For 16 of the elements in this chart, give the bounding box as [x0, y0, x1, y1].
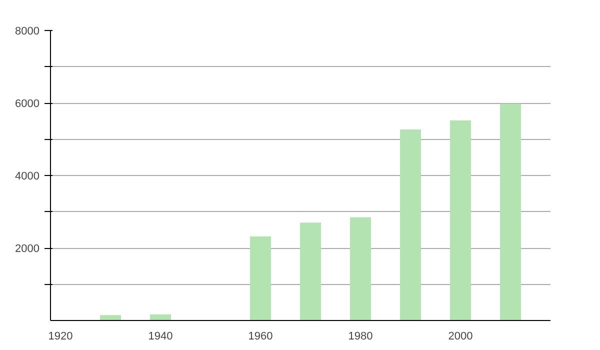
bar [500, 104, 521, 320]
y-tick-label: 6000 [15, 98, 40, 110]
x-tick-label: 2000 [448, 330, 473, 342]
bar [300, 222, 321, 320]
y-tick-label: 2000 [15, 243, 40, 255]
x-tick-label: 1980 [348, 330, 373, 342]
bar [250, 236, 271, 320]
x-tick-label: 1920 [48, 330, 73, 342]
x-tick-label: 1960 [248, 330, 273, 342]
bar [100, 315, 121, 320]
bar [400, 129, 421, 320]
y-tick-label: 8000 [15, 26, 40, 38]
y-tick-label: 4000 [15, 170, 40, 182]
bar [350, 217, 371, 320]
x-tick-label: 1940 [148, 330, 173, 342]
bar [450, 120, 471, 320]
